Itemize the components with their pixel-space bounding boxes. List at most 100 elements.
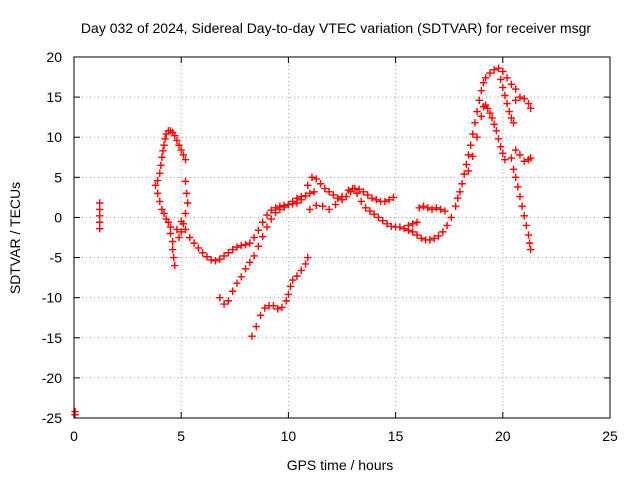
data-point xyxy=(280,203,288,211)
chart-title: Day 032 of 2024, Sidereal Day-to-day VTE… xyxy=(81,20,591,36)
data-point xyxy=(96,224,104,233)
data-point xyxy=(224,249,233,257)
data-point xyxy=(282,297,290,305)
data-point xyxy=(460,170,468,178)
x-tick-label: 25 xyxy=(602,428,618,444)
y-tick-label: 5 xyxy=(54,169,62,185)
data-point xyxy=(312,201,320,210)
data-point xyxy=(168,245,177,254)
data-point xyxy=(484,104,492,113)
series-rise-18-20h xyxy=(454,64,520,202)
data-point xyxy=(389,193,398,202)
data-point xyxy=(177,146,185,154)
data-point xyxy=(526,245,535,254)
data-point xyxy=(181,155,190,164)
y-tick-label: 15 xyxy=(46,89,62,105)
data-point xyxy=(96,212,104,220)
data-point xyxy=(357,197,365,206)
data-point xyxy=(250,233,258,242)
data-point xyxy=(396,223,404,231)
data-point xyxy=(186,233,194,242)
data-point xyxy=(507,114,516,122)
data-point xyxy=(473,107,481,116)
data-point xyxy=(361,204,370,212)
data-point xyxy=(518,202,526,210)
data-point xyxy=(490,120,498,129)
data-point xyxy=(233,243,241,251)
data-point xyxy=(490,66,498,74)
data-point xyxy=(254,242,263,251)
y-tick-label: -20 xyxy=(42,370,62,386)
data-point xyxy=(526,154,535,162)
data-point xyxy=(409,228,417,236)
data-point xyxy=(507,80,516,88)
data-point xyxy=(241,265,250,273)
data-point xyxy=(216,293,224,302)
data-point xyxy=(486,109,494,117)
data-point xyxy=(171,261,179,270)
data-point xyxy=(181,177,190,186)
x-tick-label: 0 xyxy=(70,428,78,444)
data-point xyxy=(246,258,254,267)
data-point xyxy=(71,411,79,419)
data-point xyxy=(507,154,516,162)
data-point xyxy=(428,205,436,214)
data-point xyxy=(511,146,520,154)
data-point xyxy=(169,253,178,262)
data-point xyxy=(156,169,164,178)
data-point xyxy=(338,192,346,201)
data-point xyxy=(329,191,338,199)
data-point xyxy=(276,205,284,214)
series-ramp-7-10h xyxy=(216,192,305,308)
data-point xyxy=(96,205,104,214)
data-point xyxy=(171,131,179,140)
data-point xyxy=(237,273,245,281)
data-point xyxy=(501,155,509,164)
data-point xyxy=(469,130,477,138)
data-point xyxy=(306,205,314,214)
series-ramp-8-11h xyxy=(248,253,312,340)
data-point xyxy=(475,96,483,105)
data-point xyxy=(436,205,445,214)
data-point xyxy=(156,197,164,206)
y-tick-label: -10 xyxy=(42,290,62,306)
data-point xyxy=(368,194,376,202)
data-point xyxy=(355,185,363,194)
data-point xyxy=(514,183,522,191)
data-point xyxy=(301,192,310,200)
data-point xyxy=(443,221,451,230)
data-point xyxy=(261,304,269,312)
data-point xyxy=(481,74,490,82)
x-tick-label: 10 xyxy=(281,428,297,444)
series-second-rise-19h xyxy=(464,101,509,175)
data-point xyxy=(96,218,104,226)
data-point xyxy=(417,234,426,243)
data-point xyxy=(499,67,507,76)
data-point xyxy=(505,107,513,116)
data-point xyxy=(520,95,528,103)
x-tick-label: 5 xyxy=(177,428,185,444)
data-point xyxy=(379,216,387,225)
data-point xyxy=(464,151,473,159)
data-point xyxy=(334,194,342,202)
data-point xyxy=(464,167,473,175)
series-descent-20-21h xyxy=(509,165,535,254)
data-point xyxy=(258,232,267,241)
data-point xyxy=(479,78,488,87)
data-point xyxy=(306,189,314,198)
data-point xyxy=(509,165,518,174)
data-point xyxy=(516,151,524,159)
data-point xyxy=(181,225,190,234)
data-point xyxy=(211,257,220,265)
data-point xyxy=(246,239,254,247)
data-point xyxy=(419,202,428,210)
data-point xyxy=(303,181,312,190)
data-point xyxy=(404,226,413,234)
data-point xyxy=(203,253,211,261)
series-early-isolated xyxy=(71,199,104,419)
data-point xyxy=(297,266,305,275)
data-point xyxy=(179,151,188,159)
data-point xyxy=(175,233,183,242)
data-point xyxy=(237,241,245,250)
data-point xyxy=(409,220,417,228)
